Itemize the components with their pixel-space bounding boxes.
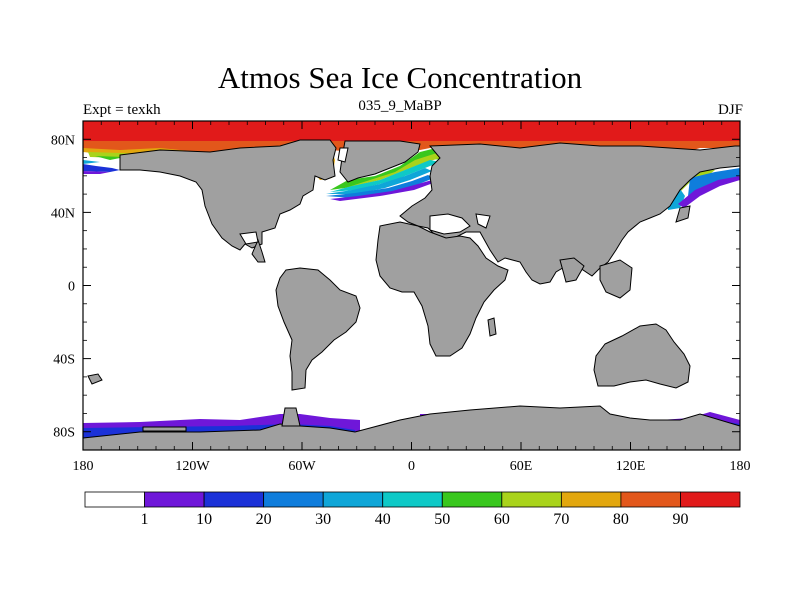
india [559,257,585,283]
colorbar-label: 70 [553,511,569,528]
colorbar-label: 30 [315,511,331,528]
colorbar-label: 20 [256,511,272,528]
x-tick-label: 60E [510,459,533,474]
arctic-ice-core [83,121,740,141]
colorbar-swatch [501,491,562,508]
mediterranean [429,213,471,235]
caspian-sea [475,213,491,229]
chart-title: Atmos Sea Ice Concentration [217,60,583,95]
season-label: DJF [717,102,743,118]
australia [593,323,691,389]
ross-ice-shelf-strip [142,426,187,432]
bering-ice-40 [83,160,100,164]
colorbar: 1 10 20 30 40 50 60 70 80 90 [84,491,741,528]
y-tick-label: 80N [51,133,75,148]
inland-water [239,147,491,245]
colorbar-swatch [322,491,384,508]
colorbar-swatch [560,491,622,508]
greenland [339,140,421,183]
south-america [275,267,361,391]
colorbar-label: 40 [375,511,391,528]
colorbar-label: 80 [613,511,629,528]
continents [83,139,740,450]
new-zealand [87,373,103,385]
arctic-ice-60 [95,156,125,160]
x-tick-label: 120E [616,459,646,474]
colorbar-swatch [203,491,265,508]
central-america [251,238,266,263]
nordic-ice-40 [326,168,432,194]
y-tick-label: 80S [53,426,75,441]
x-tick-label: 180 [73,459,94,474]
y-tick-label: 40S [53,353,75,368]
colorbar-label: 90 [672,511,688,528]
colorbar-swatch [620,491,681,508]
nordic-ice-50 [330,160,440,192]
experiment-label: Expt = texkh [83,102,161,118]
x-tick-label: 60W [288,459,316,474]
gulf-of-mexico [239,231,259,245]
southeast-asia [599,259,633,299]
colorbar-label: 1 [141,511,149,528]
x-tick-label: 0 [408,459,415,474]
x-axis: 180 120W 60W 0 60E 120E 180 [73,121,751,474]
colorbar-swatch [382,491,443,508]
africa [375,221,509,357]
antarctica [83,405,740,450]
x-tick-label: 180 [730,459,751,474]
y-axis: 80N 40N 0 40S 80S [51,133,740,441]
colorbar-swatch [680,491,741,508]
colorbar-label: 60 [494,511,510,528]
nordic-ice-70 [345,152,480,188]
bering-ice-1 [83,171,110,174]
y-tick-label: 40N [51,206,75,221]
colorbar-swatch [144,491,205,508]
baffin-bay [337,147,349,163]
colorbar-swatch [263,491,324,508]
colorbar-label: 10 [196,511,212,528]
colorbar-swatch [84,491,145,508]
japan [675,205,691,223]
y-tick-label: 0 [68,280,75,295]
colorbar-label: 50 [434,511,450,528]
north-america [119,139,337,251]
x-tick-label: 120W [175,459,210,474]
nordic-ice-1 [330,180,436,201]
bering-ice-20 [83,164,120,172]
kamchatka-ice-1 [678,176,740,208]
madagascar [487,317,497,337]
run-label: 035_9_MaBP [358,98,442,114]
colorbar-swatch [441,491,503,508]
antarctic-peninsula [281,407,301,427]
